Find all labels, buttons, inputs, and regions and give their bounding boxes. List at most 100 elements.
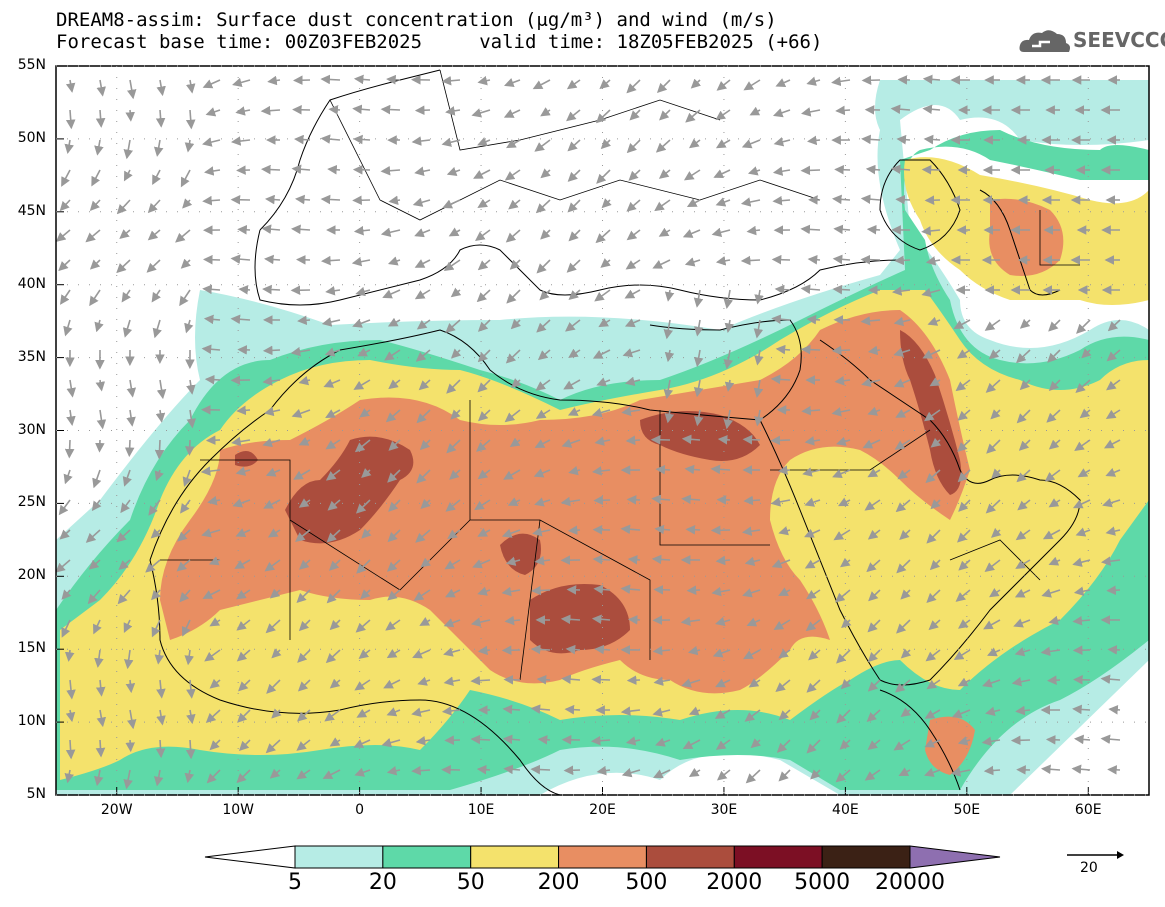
- wind-arrow: [743, 649, 761, 660]
- wind-arrow: [261, 224, 281, 234]
- wind-arrow: [156, 379, 167, 400]
- wind-arrow: [186, 409, 197, 429]
- wind-arrow: [96, 709, 107, 728]
- wind-arrow: [839, 739, 851, 750]
- wind-arrow: [230, 314, 251, 325]
- wind-arrow: [205, 435, 221, 445]
- wind-arrow: [532, 527, 551, 537]
- wind-arrow: [181, 619, 191, 637]
- wind-arrow: [125, 739, 135, 753]
- wind-arrow: [147, 229, 161, 241]
- wind-arrow: [593, 584, 611, 595]
- wind-arrow: [715, 555, 731, 566]
- wind-arrow: [501, 528, 521, 538]
- wind-arrow: [477, 469, 491, 480]
- wind-arrow: [122, 319, 133, 338]
- wind-arrow: [801, 405, 821, 416]
- wind-arrow: [682, 739, 701, 750]
- wind-arrow: [832, 469, 851, 479]
- wind-arrow: [805, 619, 821, 632]
- wind-arrow: [1011, 676, 1031, 687]
- wind-arrow: [441, 75, 461, 86]
- wind-arrow: [359, 408, 371, 418]
- wind-arrow: [534, 139, 551, 152]
- wind-arrow: [503, 674, 521, 685]
- wind-arrow: [202, 195, 221, 206]
- wind-arrow: [176, 559, 191, 572]
- wind-arrow: [800, 344, 821, 355]
- wind-arrow: [688, 706, 701, 716]
- wind-arrow: [924, 738, 941, 748]
- wind-arrow: [1074, 734, 1091, 745]
- wind-arrow: [866, 224, 881, 235]
- wind-arrow: [122, 469, 132, 487]
- wind-arrow: [445, 319, 461, 333]
- wind-arrow: [476, 439, 491, 452]
- wind-arrow: [65, 709, 76, 723]
- wind-arrow: [774, 284, 791, 295]
- wind-arrow: [387, 317, 401, 327]
- wind-arrow: [900, 707, 912, 718]
- wind-arrow: [1106, 379, 1121, 391]
- wind-arrow: [770, 435, 791, 446]
- wind-arrow: [1072, 704, 1091, 715]
- wind-arrow: [411, 765, 431, 776]
- wind-arrow: [91, 169, 101, 187]
- wind-arrow: [296, 769, 311, 780]
- wind-arrow: [865, 164, 881, 175]
- wind-arrow: [896, 134, 911, 145]
- wind-arrow: [235, 528, 251, 537]
- wind-arrow: [206, 769, 221, 784]
- wind-arrow: [445, 499, 461, 512]
- wind-arrow: [1107, 765, 1121, 775]
- wind-arrow: [380, 104, 401, 115]
- wind-arrow: [185, 109, 196, 130]
- wind-arrow: [591, 614, 611, 625]
- wind-arrow: [184, 769, 195, 784]
- wind-arrow: [209, 678, 221, 689]
- wind-arrow: [684, 464, 701, 475]
- wind-arrow: [834, 164, 851, 175]
- wind-arrow: [116, 199, 131, 215]
- wind-arrow: [324, 709, 341, 722]
- wind-arrow: [893, 378, 911, 388]
- wind-arrow: [503, 764, 521, 775]
- wind-arrow: [567, 199, 581, 213]
- wind-arrow: [58, 259, 71, 272]
- wind-arrow: [472, 559, 491, 569]
- wind-arrow: [834, 589, 851, 603]
- wind-arrow: [984, 319, 1001, 331]
- wind-arrow: [93, 769, 104, 787]
- wind-arrow: [387, 529, 401, 543]
- wind-arrow: [265, 467, 281, 477]
- wind-arrow: [412, 649, 431, 659]
- wind-arrow: [957, 469, 971, 483]
- wind-arrow: [629, 109, 641, 121]
- wind-arrow: [1079, 408, 1091, 419]
- wind-arrow: [238, 679, 251, 692]
- lat-tick-label: 50N: [17, 129, 46, 146]
- wind-arrow: [925, 649, 941, 662]
- wind-arrow: [355, 619, 371, 633]
- wind-arrow: [182, 198, 193, 209]
- wind-arrow: [327, 164, 341, 175]
- wind-arrow: [261, 164, 281, 175]
- wind-arrow: [800, 165, 821, 176]
- wind-arrow: [180, 499, 191, 514]
- wind-arrow: [1103, 439, 1121, 449]
- wind-arrow: [147, 199, 161, 214]
- wind-arrow: [1074, 439, 1091, 452]
- wind-arrow: [987, 647, 1001, 657]
- wind-arrow: [539, 289, 551, 301]
- wind-arrow: [955, 379, 971, 392]
- wind-arrow: [177, 529, 191, 542]
- wind-arrow: [95, 379, 106, 392]
- wind-arrow: [56, 229, 71, 242]
- wind-arrow: [380, 227, 401, 237]
- wind-arrow: [1047, 349, 1061, 363]
- wind-arrow: [442, 199, 461, 209]
- wind-arrow: [862, 439, 881, 449]
- wind-arrow: [654, 524, 671, 535]
- wind-arrow: [320, 74, 341, 85]
- wind-arrow: [685, 524, 701, 535]
